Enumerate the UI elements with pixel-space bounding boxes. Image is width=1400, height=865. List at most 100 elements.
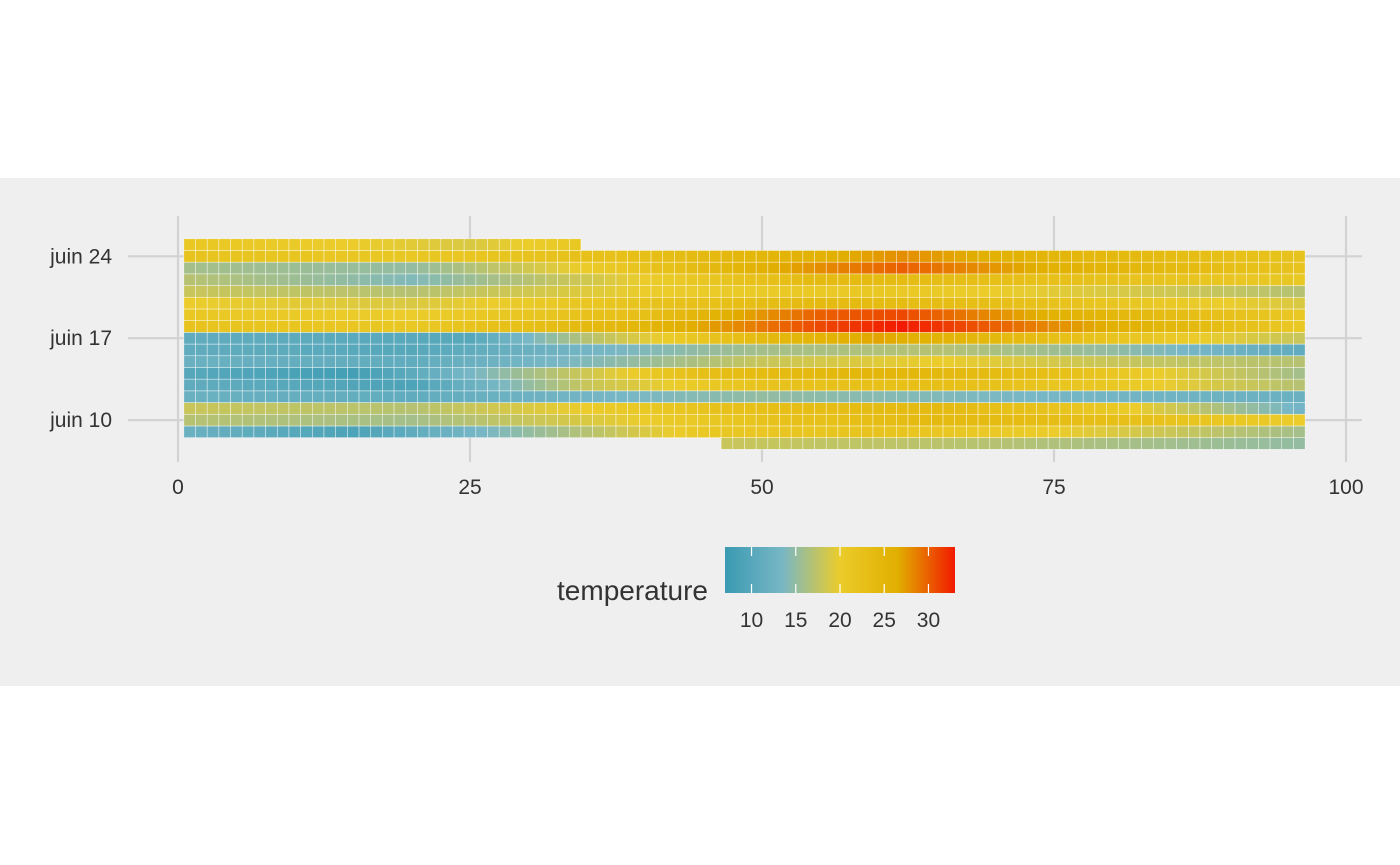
heatmap-cell	[545, 320, 558, 333]
heatmap-cell	[1246, 367, 1259, 380]
heatmap-cell	[1094, 378, 1107, 392]
heatmap-cell	[218, 273, 231, 286]
heatmap-cell	[276, 320, 290, 333]
heatmap-cell	[568, 273, 582, 286]
heatmap-cell	[568, 285, 582, 298]
heatmap-cell	[1047, 332, 1061, 345]
heatmap-cell	[510, 343, 523, 357]
heatmap-cell	[1036, 320, 1049, 333]
heatmap-cell	[393, 320, 407, 333]
heatmap-cell	[662, 413, 675, 427]
heatmap-cell	[347, 413, 360, 427]
heatmap-cell	[767, 308, 780, 321]
heatmap-cell	[300, 413, 313, 427]
heatmap-cell	[1246, 390, 1259, 403]
heatmap-cell	[1106, 402, 1119, 415]
heatmap-cell	[966, 308, 979, 321]
heatmap-cell	[1293, 320, 1306, 333]
heatmap-cell	[779, 250, 792, 263]
heatmap-cell	[1293, 390, 1306, 403]
heatmap-cell	[884, 320, 897, 333]
heatmap-cell	[452, 390, 465, 403]
heatmap-cell	[767, 367, 780, 380]
heatmap-cell	[615, 332, 628, 345]
heatmap-cell	[1059, 250, 1072, 263]
heatmap-cell	[195, 261, 208, 275]
heatmap-cell	[393, 332, 407, 345]
heatmap-cell	[662, 308, 675, 321]
heatmap-cell	[568, 238, 582, 251]
heatmap-cell	[183, 355, 196, 368]
heatmap-cell	[498, 273, 512, 286]
heatmap-cell	[1071, 437, 1084, 450]
heatmap-cell	[1199, 296, 1212, 310]
heatmap-cell	[253, 413, 266, 427]
heatmap-cell	[860, 308, 874, 321]
heatmap-cell	[1281, 378, 1294, 392]
heatmap-cell	[604, 332, 617, 345]
heatmap-cell	[627, 296, 640, 310]
heatmap-cell	[417, 332, 430, 345]
heatmap-cell	[522, 250, 535, 263]
heatmap-cell	[779, 261, 792, 275]
heatmap-cell	[230, 250, 243, 263]
heatmap-cell	[966, 413, 979, 427]
heatmap-cell	[545, 250, 558, 263]
heatmap-cell	[732, 250, 745, 263]
heatmap-cell	[522, 367, 535, 380]
heatmap-cell	[498, 413, 512, 427]
heatmap-cell	[720, 250, 734, 263]
heatmap-cell	[218, 261, 231, 275]
heatmap-cell	[825, 296, 839, 310]
heatmap-cell	[417, 261, 430, 275]
heatmap-cell	[931, 332, 944, 345]
heatmap-cell	[662, 390, 675, 403]
heatmap-cell	[241, 296, 255, 310]
heatmap-cell	[837, 273, 850, 286]
heatmap-cell	[510, 320, 523, 333]
heatmap-cell	[1164, 285, 1177, 298]
heatmap-cell	[1223, 273, 1236, 286]
heatmap-cell	[300, 378, 313, 392]
heatmap-cell	[1059, 285, 1072, 298]
heatmap-cell	[790, 320, 804, 333]
heatmap-cell	[779, 308, 792, 321]
heatmap-cell	[919, 285, 932, 298]
heatmap-cell	[674, 367, 687, 380]
heatmap-cell	[767, 250, 780, 263]
heatmap-cell	[1106, 320, 1119, 333]
heatmap-cell	[370, 413, 383, 427]
heatmap-cell	[545, 367, 558, 380]
heatmap-cell	[1106, 367, 1119, 380]
heatmap-cell	[931, 437, 944, 450]
heatmap-cell	[1012, 285, 1026, 298]
x-axis: 0 25 50 75 100	[172, 476, 1363, 499]
heatmap-cell	[860, 378, 874, 392]
heatmap-cell	[1001, 437, 1014, 450]
heatmap-cell	[1176, 413, 1189, 427]
heatmap-cell	[1211, 425, 1224, 438]
heatmap-cell	[849, 285, 862, 298]
heatmap-cell	[288, 250, 301, 263]
heatmap-cell	[475, 261, 488, 275]
heatmap-cell	[276, 273, 290, 286]
heatmap-cell	[335, 308, 348, 321]
heatmap-cell	[650, 390, 664, 403]
heatmap-cell	[1059, 390, 1072, 403]
heatmap-cell	[779, 343, 792, 357]
heatmap-cell	[697, 273, 710, 286]
heatmap-cell	[814, 413, 827, 427]
heatmap-cell	[323, 238, 336, 251]
heatmap-cell	[206, 332, 220, 345]
heatmap-cell	[195, 390, 208, 403]
heatmap-cell	[1141, 378, 1154, 392]
heatmap-cell	[241, 425, 255, 438]
heatmap-cell	[1001, 273, 1014, 286]
heatmap-cell	[1129, 390, 1142, 403]
heatmap-cell	[393, 413, 407, 427]
heatmap-cell	[767, 332, 780, 345]
heatmap-cell	[487, 402, 500, 415]
heatmap-cell	[1129, 285, 1142, 298]
heatmap-cell	[1164, 320, 1177, 333]
heatmap-cell	[545, 425, 558, 438]
